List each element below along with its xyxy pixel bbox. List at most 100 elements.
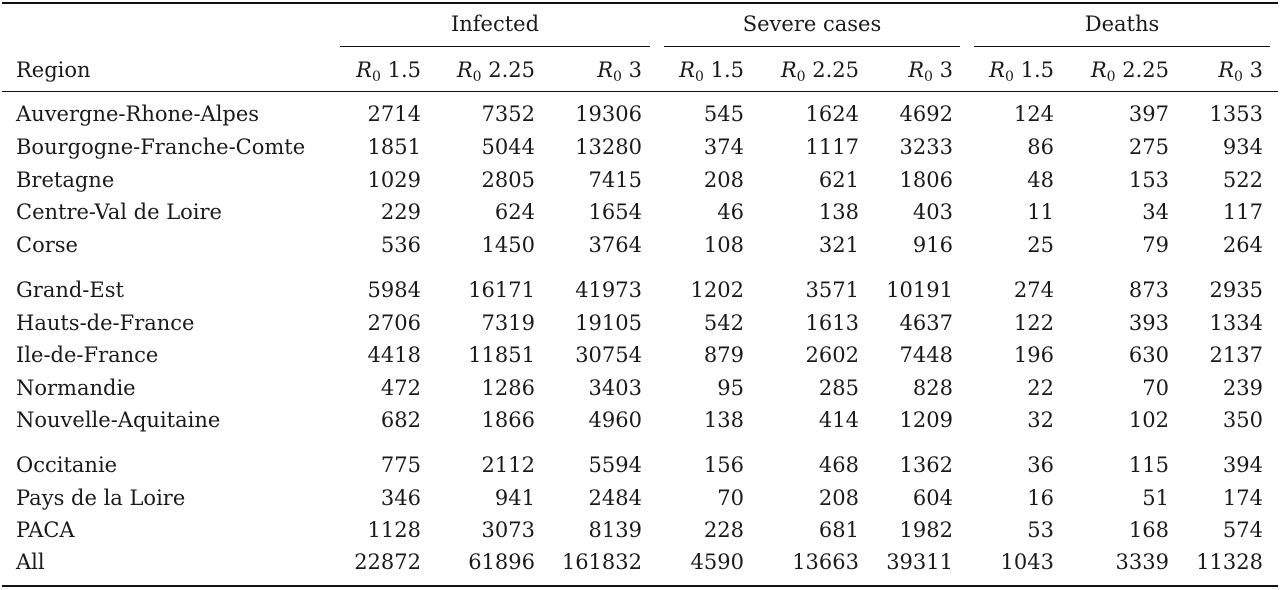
r0-symbol: R0 [908, 58, 933, 85]
value-cell: 542 [703, 311, 744, 335]
subcolumn-header: R0 2.25 [749, 57, 859, 90]
value-cell: 5594 [588, 453, 642, 477]
group-rule-severe [664, 46, 960, 47]
subcolumn-header: R0 2.25 [425, 57, 535, 90]
value-cell: 1334 [1209, 311, 1263, 335]
value-cell: 36 [1027, 453, 1054, 477]
value-cell: 115 [1128, 453, 1169, 477]
value-cell: 228 [703, 518, 744, 542]
value-cell: 138 [818, 200, 859, 224]
value-cell: 1654 [588, 200, 642, 224]
value-cell: 522 [1222, 168, 1263, 192]
region-cell: Hauts-de-France [16, 311, 195, 335]
r0-value: 3 [628, 58, 642, 82]
value-cell: 414 [818, 408, 859, 432]
value-cell: 1613 [805, 311, 859, 335]
value-cell: 1450 [481, 233, 535, 257]
region-cell: Centre-Val de Loire [16, 200, 222, 224]
value-cell: 4692 [899, 102, 953, 126]
value-cell: 53 [1027, 518, 1054, 542]
value-cell: 1128 [367, 518, 421, 542]
value-cell: 321 [818, 233, 859, 257]
value-cell: 2602 [805, 343, 859, 367]
value-cell: 472 [380, 376, 421, 400]
r0-value: 2.25 [488, 58, 535, 82]
value-cell: 46 [717, 200, 744, 224]
value-cell: 25 [1027, 233, 1054, 257]
value-cell: 1202 [690, 278, 744, 302]
value-cell: 22872 [354, 550, 421, 574]
value-cell: 545 [703, 102, 744, 126]
top-rule [2, 2, 1278, 4]
r0-symbol: R0 [356, 58, 381, 85]
value-cell: 934 [1222, 135, 1263, 159]
value-cell: 39311 [886, 550, 953, 574]
value-cell: 153 [1128, 168, 1169, 192]
value-cell: 7448 [899, 343, 953, 367]
r0-value: 3 [939, 58, 953, 82]
value-cell: 2137 [1209, 343, 1263, 367]
value-cell: 1286 [481, 376, 535, 400]
value-cell: 1851 [367, 135, 421, 159]
value-cell: 3403 [588, 376, 642, 400]
value-cell: 1029 [367, 168, 421, 192]
value-cell: 51 [1142, 486, 1169, 510]
value-cell: 208 [818, 486, 859, 510]
region-cell: Occitanie [16, 453, 118, 477]
value-cell: 775 [380, 453, 421, 477]
value-cell: 19105 [575, 311, 642, 335]
region-cell: All [16, 550, 45, 574]
header-rule [2, 91, 1278, 92]
region-column-header: Region [16, 58, 91, 82]
value-cell: 3339 [1115, 550, 1169, 574]
value-cell: 239 [1222, 376, 1263, 400]
group-header-0: Infected [450, 12, 540, 36]
value-cell: 4418 [367, 343, 421, 367]
value-cell: 574 [1222, 518, 1263, 542]
value-cell: 346 [380, 486, 421, 510]
value-cell: 374 [703, 135, 744, 159]
r0-value: 2.25 [1122, 58, 1169, 82]
subcolumn-header: R0 1.5 [944, 57, 1054, 90]
value-cell: 5984 [367, 278, 421, 302]
value-cell: 70 [1142, 376, 1169, 400]
region-cell: Corse [16, 233, 78, 257]
value-cell: 397 [1128, 102, 1169, 126]
group-header-1: Severe cases [742, 12, 882, 36]
subcolumn-header: R0 1.5 [311, 57, 421, 90]
value-cell: 41973 [575, 278, 642, 302]
region-cell: Pays de la Loire [16, 486, 186, 510]
region-cell: Bretagne [16, 168, 115, 192]
value-cell: 4637 [899, 311, 953, 335]
r0-symbol: R0 [597, 58, 622, 85]
region-cell: Auvergne-Rhone-Alpes [16, 102, 260, 126]
value-cell: 274 [1013, 278, 1054, 302]
value-cell: 70 [717, 486, 744, 510]
value-cell: 22 [1027, 376, 1054, 400]
value-cell: 13663 [792, 550, 859, 574]
value-cell: 30754 [575, 343, 642, 367]
subcolumn-header: R0 3 [843, 57, 953, 90]
value-cell: 32 [1027, 408, 1054, 432]
value-cell: 2484 [588, 486, 642, 510]
value-cell: 102 [1128, 408, 1169, 432]
value-cell: 208 [703, 168, 744, 192]
value-cell: 681 [818, 518, 859, 542]
value-cell: 16 [1027, 486, 1054, 510]
r0-symbol: R0 [456, 58, 482, 85]
value-cell: 11851 [468, 343, 535, 367]
value-cell: 117 [1222, 200, 1263, 224]
value-cell: 879 [703, 343, 744, 367]
value-cell: 34 [1142, 200, 1169, 224]
r0-value: 1.5 [1020, 58, 1054, 82]
value-cell: 11328 [1196, 550, 1263, 574]
value-cell: 682 [380, 408, 421, 432]
value-cell: 79 [1142, 233, 1169, 257]
subcolumn-header: R0 2.25 [1059, 57, 1169, 90]
subcolumn-header: R0 3 [1153, 57, 1263, 90]
value-cell: 624 [494, 200, 535, 224]
r0-value: 3 [1249, 58, 1263, 82]
r0-value: 2.25 [812, 58, 859, 82]
subcolumn-header: R0 1.5 [634, 57, 744, 90]
value-cell: 174 [1222, 486, 1263, 510]
